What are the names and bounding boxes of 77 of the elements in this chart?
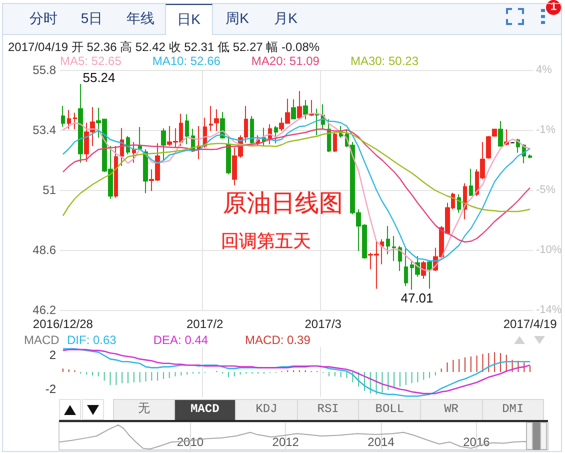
candlestick bbox=[132, 142, 136, 164]
y2-tick-label: -1% bbox=[536, 124, 556, 136]
candlestick bbox=[498, 120, 503, 148]
y2-tick-label: 4% bbox=[536, 64, 552, 76]
candlestick bbox=[209, 106, 213, 132]
candlestick bbox=[297, 90, 302, 120]
candlestick bbox=[138, 126, 142, 150]
tab: KDJ bbox=[236, 399, 298, 420]
candlestick bbox=[250, 116, 254, 144]
annotation: 原油日线图 bbox=[223, 191, 343, 217]
line-series bbox=[62, 132, 531, 216]
candlestick bbox=[392, 236, 396, 262]
candlestick bbox=[427, 260, 432, 290]
candlestick bbox=[309, 100, 314, 116]
annotation: 回调第五天 bbox=[221, 231, 311, 251]
candlestick bbox=[398, 246, 402, 272]
annotation: 47.01 bbox=[400, 290, 434, 306]
x-tick-label: 2012 bbox=[272, 435, 300, 449]
candlestick bbox=[214, 108, 219, 132]
candlestick bbox=[333, 132, 337, 152]
x-tick-label: 2016 bbox=[463, 435, 490, 449]
y-tick-label: 53.4 bbox=[32, 123, 56, 137]
x-tick-label: 2014 bbox=[368, 435, 395, 449]
y2-tick-label: -10% bbox=[536, 244, 562, 256]
candlestick bbox=[386, 226, 390, 255]
candlestick bbox=[67, 110, 71, 130]
text: MA10: 52.66 bbox=[152, 54, 221, 68]
candlestick bbox=[469, 168, 473, 196]
y-tick-label: 51 bbox=[42, 183, 56, 197]
y-tick-label: 48.6 bbox=[32, 243, 56, 257]
candlestick bbox=[161, 128, 166, 162]
candlestick bbox=[315, 108, 319, 136]
tab: RSI bbox=[298, 399, 360, 420]
candlestick bbox=[244, 106, 248, 144]
candlestick bbox=[303, 100, 308, 120]
candlestick bbox=[486, 136, 491, 160]
y-tick-label: 2 bbox=[49, 348, 56, 362]
series-label: DIF: 0.63 bbox=[67, 333, 117, 347]
y-tick-label: 55.8 bbox=[32, 63, 56, 77]
chart-title: 2017/04/19 开 52.36 高 52.42 收 52.31 低 52.27 幅 -0.08% bbox=[8, 40, 320, 54]
candlestick bbox=[274, 126, 278, 144]
candlestick bbox=[226, 136, 231, 175]
candlestick bbox=[114, 146, 118, 198]
text: MA20: 51.09 bbox=[251, 54, 320, 68]
tab: BOLL bbox=[359, 399, 421, 420]
annotation: 55.24 bbox=[82, 70, 116, 85]
series-label: DEA: 0.44 bbox=[153, 333, 208, 347]
candlestick bbox=[61, 106, 65, 128]
x-tick-label: 2016/12/28 bbox=[32, 317, 94, 331]
y-tick-label: -2 bbox=[45, 382, 56, 396]
tab: WR bbox=[421, 399, 483, 420]
candlestick bbox=[421, 260, 426, 280]
candlestick bbox=[143, 148, 148, 194]
x-tick-label: 2017/2 bbox=[186, 317, 224, 331]
tab: MACD bbox=[174, 399, 236, 420]
chart-title: MACD bbox=[24, 333, 60, 347]
text: MA5: 52.65 bbox=[60, 54, 122, 68]
tab: 无 bbox=[113, 399, 175, 420]
candlestick bbox=[404, 248, 408, 286]
x-tick-label: 2010 bbox=[176, 435, 204, 449]
candlestick bbox=[78, 84, 83, 164]
candlestick bbox=[73, 112, 77, 130]
selected-tab: 日K bbox=[164, 3, 213, 35]
text: MA30: 50.23 bbox=[350, 54, 419, 68]
candlestick bbox=[380, 238, 384, 265]
x-tick-label: 2017/4/19 bbox=[503, 317, 558, 331]
candlestick bbox=[528, 154, 532, 159]
candlestick bbox=[291, 98, 296, 120]
candlestick bbox=[457, 194, 461, 214]
candlestick bbox=[185, 114, 189, 145]
y2-tick-label: -5% bbox=[536, 184, 556, 196]
y-tick-label: 46.2 bbox=[32, 303, 56, 317]
candlestick bbox=[492, 128, 497, 138]
series-label: MACD: 0.39 bbox=[245, 333, 311, 347]
tab: DMI bbox=[482, 399, 544, 420]
y2-tick-label: -14% bbox=[536, 304, 562, 316]
x-tick-label: 2017/3 bbox=[304, 317, 342, 331]
